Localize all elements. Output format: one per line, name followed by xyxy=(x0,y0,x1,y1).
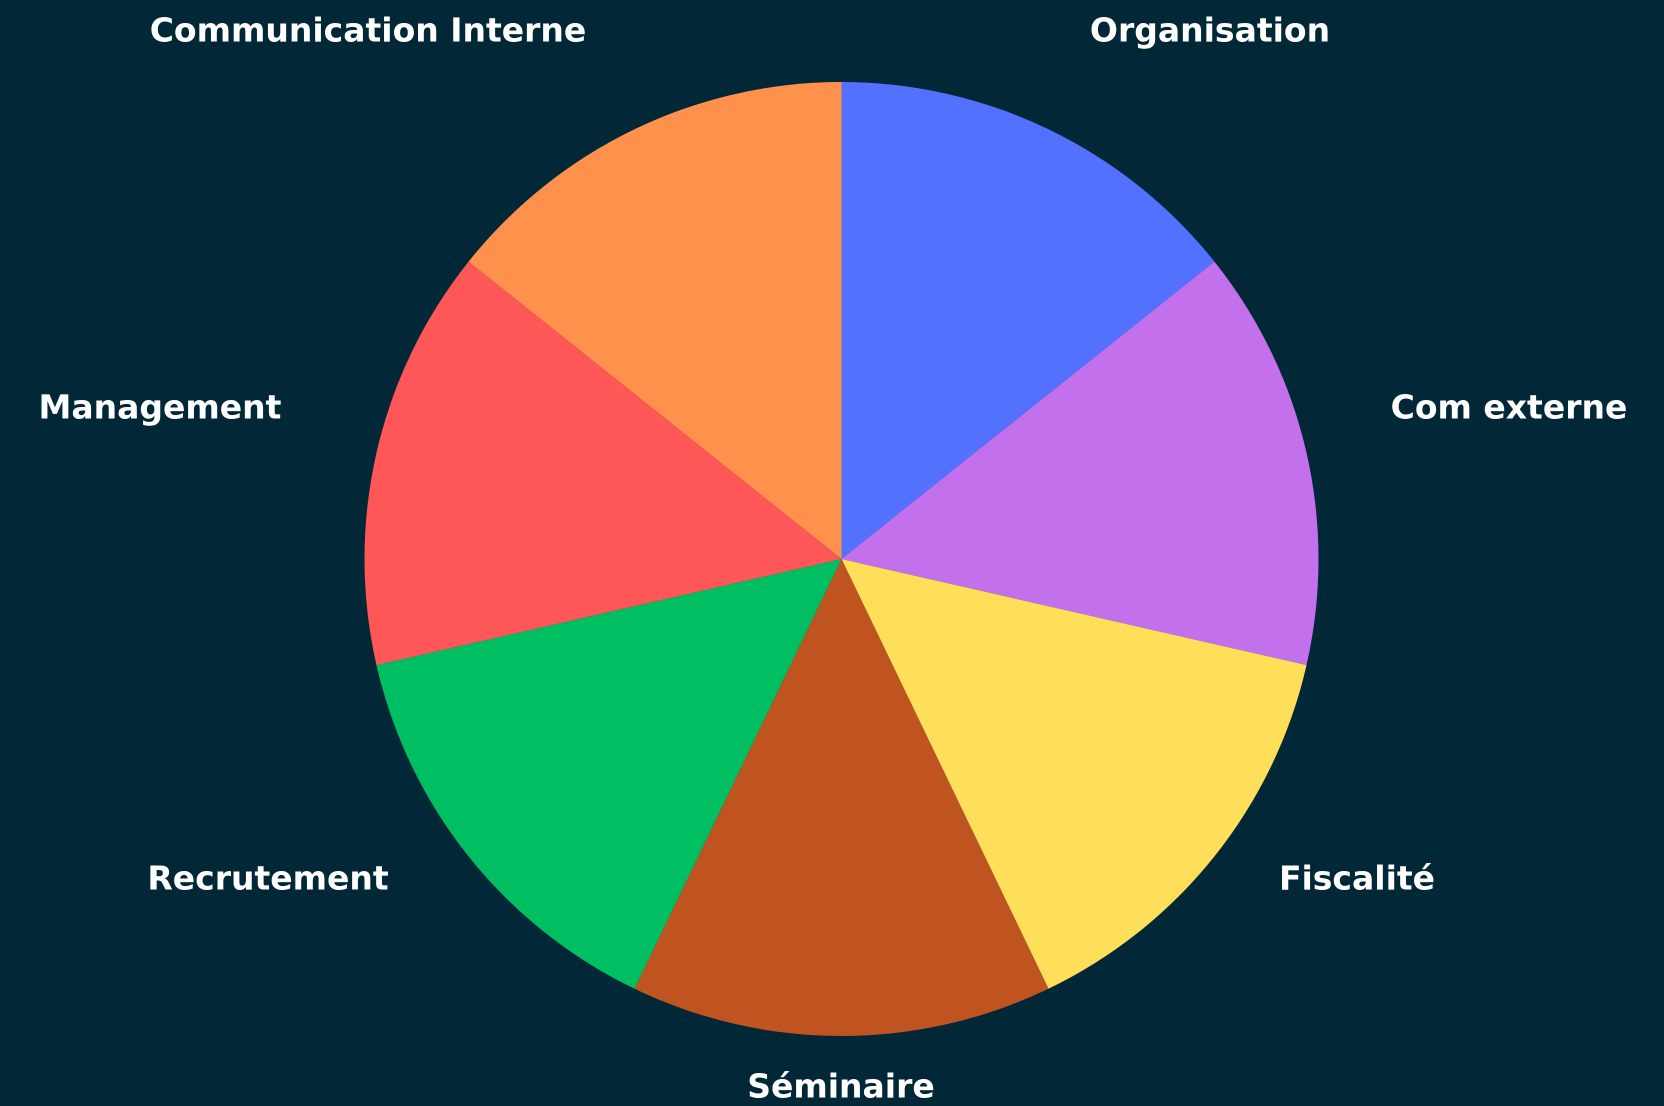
pie-slice xyxy=(841,559,1307,989)
slice-label: Fiscalité xyxy=(1279,859,1435,898)
pie-slice xyxy=(376,559,842,989)
pie-slice xyxy=(634,559,1049,1036)
slice-label: Séminaire xyxy=(747,1067,935,1106)
pie-slice xyxy=(841,261,1319,666)
pie-slice xyxy=(841,82,1215,559)
slice-label: Communication Interne xyxy=(150,11,587,50)
slice-label: Organisation xyxy=(1090,11,1330,50)
slice-label: Com externe xyxy=(1391,388,1628,427)
slice-label: Recrutement xyxy=(147,859,389,898)
pie-slice xyxy=(364,261,842,666)
pie-slice xyxy=(468,82,842,559)
slice-label: Management xyxy=(39,388,282,427)
